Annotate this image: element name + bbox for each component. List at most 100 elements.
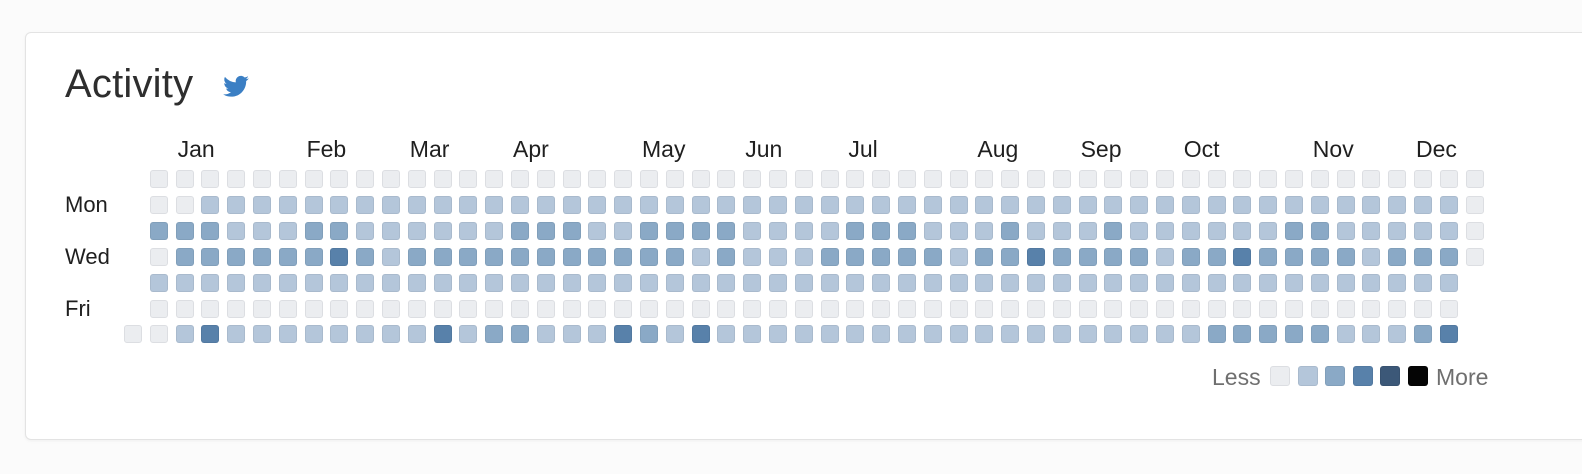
day-cell[interactable] xyxy=(1052,299,1071,318)
day-cell[interactable] xyxy=(1052,170,1071,188)
day-cell[interactable] xyxy=(1439,273,1458,292)
day-cell[interactable] xyxy=(1233,273,1252,292)
day-cell[interactable] xyxy=(872,221,891,240)
day-cell[interactable] xyxy=(201,195,220,214)
day-cell[interactable] xyxy=(588,247,607,266)
day-cell[interactable] xyxy=(1414,170,1432,188)
day-cell[interactable] xyxy=(717,195,736,214)
day-cell[interactable] xyxy=(846,325,865,344)
day-cell[interactable] xyxy=(1027,221,1045,240)
day-cell[interactable] xyxy=(1078,325,1097,344)
day-cell[interactable] xyxy=(356,195,375,214)
day-cell[interactable] xyxy=(1310,273,1329,292)
day-cell[interactable] xyxy=(253,170,271,188)
day-cell[interactable] xyxy=(1104,325,1123,344)
day-cell[interactable] xyxy=(820,221,839,240)
day-cell[interactable] xyxy=(536,273,555,292)
day-cell[interactable] xyxy=(175,195,194,214)
day-cell[interactable] xyxy=(356,247,375,266)
day-cell[interactable] xyxy=(588,325,607,344)
day-cell[interactable] xyxy=(1027,195,1045,214)
day-cell[interactable] xyxy=(1001,170,1020,188)
day-cell[interactable] xyxy=(1285,221,1303,240)
day-cell[interactable] xyxy=(588,170,607,188)
day-cell[interactable] xyxy=(1027,247,1045,266)
day-cell[interactable] xyxy=(253,325,271,344)
day-cell[interactable] xyxy=(253,299,271,318)
day-cell[interactable] xyxy=(794,195,813,214)
day-cell[interactable] xyxy=(1233,247,1252,266)
day-cell[interactable] xyxy=(743,325,762,344)
day-cell[interactable] xyxy=(304,247,323,266)
day-cell[interactable] xyxy=(356,273,375,292)
day-cell[interactable] xyxy=(1207,325,1226,344)
day-cell[interactable] xyxy=(1001,195,1020,214)
day-cell[interactable] xyxy=(1181,273,1200,292)
day-cell[interactable] xyxy=(898,195,916,214)
day-cell[interactable] xyxy=(1362,325,1381,344)
day-cell[interactable] xyxy=(1130,273,1149,292)
day-cell[interactable] xyxy=(124,325,142,344)
day-cell[interactable] xyxy=(1027,325,1045,344)
day-cell[interactable] xyxy=(356,325,375,344)
day-cell[interactable] xyxy=(614,221,633,240)
day-cell[interactable] xyxy=(1336,273,1355,292)
day-cell[interactable] xyxy=(1130,221,1149,240)
day-cell[interactable] xyxy=(304,170,323,188)
day-cell[interactable] xyxy=(1439,221,1458,240)
day-cell[interactable] xyxy=(1078,221,1097,240)
day-cell[interactable] xyxy=(794,299,813,318)
day-cell[interactable] xyxy=(511,221,529,240)
day-cell[interactable] xyxy=(304,273,323,292)
day-cell[interactable] xyxy=(1310,221,1329,240)
day-cell[interactable] xyxy=(407,195,426,214)
day-cell[interactable] xyxy=(1414,195,1432,214)
day-cell[interactable] xyxy=(820,195,839,214)
day-cell[interactable] xyxy=(1156,325,1174,344)
day-cell[interactable] xyxy=(1362,170,1381,188)
day-cell[interactable] xyxy=(949,325,968,344)
day-cell[interactable] xyxy=(1259,325,1278,344)
day-cell[interactable] xyxy=(459,273,478,292)
day-cell[interactable] xyxy=(872,170,891,188)
day-cell[interactable] xyxy=(1285,325,1303,344)
day-cell[interactable] xyxy=(562,170,581,188)
day-cell[interactable] xyxy=(691,195,710,214)
day-cell[interactable] xyxy=(975,221,994,240)
day-cell[interactable] xyxy=(691,247,710,266)
day-cell[interactable] xyxy=(1156,299,1174,318)
day-cell[interactable] xyxy=(1207,221,1226,240)
day-cell[interactable] xyxy=(149,325,168,344)
day-cell[interactable] xyxy=(717,170,736,188)
day-cell[interactable] xyxy=(175,273,194,292)
day-cell[interactable] xyxy=(820,247,839,266)
day-cell[interactable] xyxy=(485,247,504,266)
day-cell[interactable] xyxy=(794,273,813,292)
day-cell[interactable] xyxy=(278,221,297,240)
day-cell[interactable] xyxy=(149,221,168,240)
day-cell[interactable] xyxy=(872,195,891,214)
day-cell[interactable] xyxy=(1001,221,1020,240)
day-cell[interactable] xyxy=(1362,273,1381,292)
day-cell[interactable] xyxy=(1285,170,1303,188)
day-cell[interactable] xyxy=(459,299,478,318)
day-cell[interactable] xyxy=(1465,247,1484,266)
day-cell[interactable] xyxy=(356,170,375,188)
day-cell[interactable] xyxy=(1078,170,1097,188)
day-cell[interactable] xyxy=(201,273,220,292)
day-cell[interactable] xyxy=(1130,195,1149,214)
day-cell[interactable] xyxy=(743,299,762,318)
day-cell[interactable] xyxy=(769,247,787,266)
day-cell[interactable] xyxy=(1285,273,1303,292)
day-cell[interactable] xyxy=(175,221,194,240)
day-cell[interactable] xyxy=(1207,299,1226,318)
day-cell[interactable] xyxy=(1388,170,1407,188)
day-cell[interactable] xyxy=(536,221,555,240)
day-cell[interactable] xyxy=(949,273,968,292)
day-cell[interactable] xyxy=(1439,325,1458,344)
day-cell[interactable] xyxy=(1310,247,1329,266)
day-cell[interactable] xyxy=(253,221,271,240)
day-cell[interactable] xyxy=(1130,170,1149,188)
twitter-share-button[interactable] xyxy=(221,73,251,101)
day-cell[interactable] xyxy=(640,170,658,188)
